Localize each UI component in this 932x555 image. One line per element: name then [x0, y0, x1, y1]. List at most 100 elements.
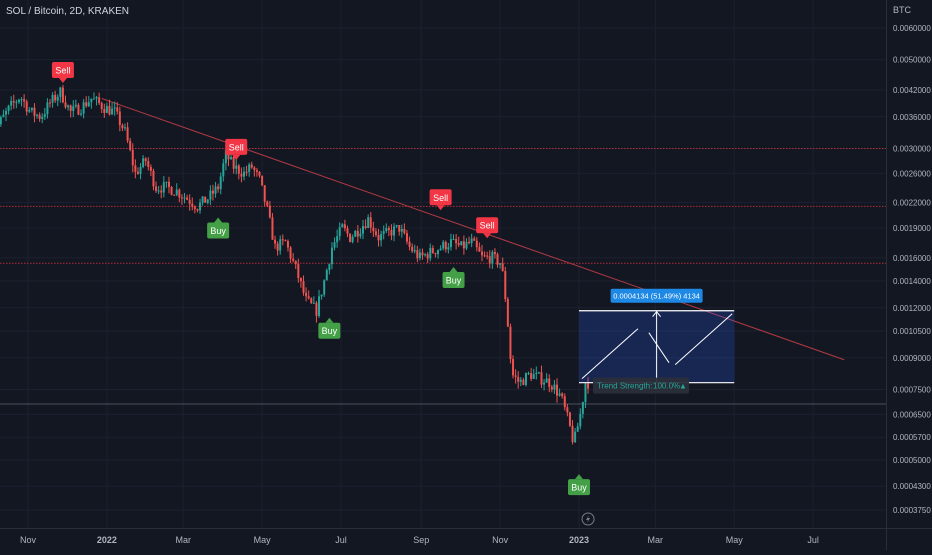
sell-signal-pointer [483, 233, 492, 239]
candle-body [64, 102, 67, 108]
candle-body [361, 226, 364, 234]
candle-body [82, 102, 85, 114]
price-axis-tick-label: 0.0004300 [893, 482, 931, 491]
candle-body [351, 236, 354, 242]
candle-body [271, 217, 274, 240]
buy-signal[interactable]: Buy [442, 266, 465, 288]
candle-body [556, 384, 559, 396]
buy-signal[interactable]: Buy [318, 317, 341, 339]
candle-body [67, 105, 70, 108]
price-axis-tick-label: 0.0005700 [893, 433, 931, 442]
buy-signal-badge [207, 222, 230, 239]
lightning-icon[interactable] [581, 512, 595, 526]
candle-body [25, 101, 28, 112]
buy-signal[interactable]: Buy [207, 217, 230, 239]
buy-signal-badge [568, 479, 590, 496]
candle-body [486, 255, 489, 257]
candle-body [266, 201, 269, 206]
candle-body [294, 260, 297, 265]
time-axis[interactable]: Nov 2022 Mar May Jul Sep Nov 2023 Mar May Jul [20, 535, 819, 545]
price-axis-tick-label: 0.0007500 [893, 386, 931, 395]
measure-tool[interactable]: 0.0004134 (51.49%) 4134 [579, 288, 735, 384]
candle-body [509, 326, 512, 360]
candle-body [512, 359, 515, 376]
candle-body [219, 176, 222, 190]
candle-body [504, 271, 507, 300]
buy-signal[interactable]: Buy [568, 474, 590, 496]
candle-body [258, 171, 261, 176]
buy-signal-label: Buy [322, 326, 338, 336]
candle-body [126, 127, 129, 141]
sell-signal[interactable]: Sell [429, 189, 452, 211]
candle-body [302, 281, 305, 293]
candle-body [167, 181, 170, 187]
time-axis-tick-label: May [726, 535, 744, 545]
sell-signal-badge [51, 62, 74, 79]
candle-body [165, 181, 168, 183]
candle-body [393, 226, 396, 236]
candle-body [2, 114, 5, 118]
candle-body [20, 99, 23, 101]
candle-body [545, 378, 548, 383]
time-axis-tick-label: Sep [413, 535, 429, 545]
candle-body [537, 372, 540, 374]
candle-body [457, 243, 460, 246]
candle-body [444, 241, 447, 250]
candle-body [5, 110, 8, 115]
candle-body [175, 189, 178, 195]
price-axis[interactable]: 0.0060000 0.0050000 0.0042000 0.0036000 0.00… [893, 24, 931, 515]
candle-body [224, 149, 227, 164]
candle-body [426, 254, 429, 259]
candle-body [455, 239, 458, 244]
candle-body [522, 379, 525, 385]
candle-body [499, 263, 502, 265]
candle-body [136, 171, 139, 174]
candle-body [338, 227, 341, 237]
candle-body [550, 386, 553, 390]
candle-body [532, 374, 535, 379]
measure-label-bg [610, 288, 703, 303]
candle-body [100, 103, 103, 110]
candle-body [460, 241, 463, 246]
candle-body [248, 164, 251, 172]
candle-body [442, 241, 445, 249]
candle-body [535, 372, 538, 375]
candle-body [524, 373, 527, 385]
candle-body [462, 241, 465, 249]
candle-body [69, 105, 72, 111]
candle-body [201, 196, 204, 203]
price-axis-tick-label: 0.0014000 [893, 277, 931, 286]
candle-body [95, 97, 98, 99]
sell-signal-pointer [58, 78, 67, 84]
candle-body [408, 241, 411, 247]
candle-body [111, 108, 114, 115]
candle-body [162, 182, 165, 193]
candle-body [274, 239, 277, 244]
sell-signal[interactable]: Sell [51, 62, 74, 84]
candle-body [320, 294, 323, 297]
candle-body [276, 243, 279, 251]
candle-body [289, 247, 292, 259]
time-axis-tick-label: Jul [335, 535, 347, 545]
candle-body [349, 233, 352, 242]
candle-body [98, 97, 101, 104]
sell-signal[interactable]: Sell [225, 138, 248, 160]
candle-body [346, 228, 349, 234]
candle-body [359, 233, 362, 237]
candle-body [255, 170, 258, 172]
signals: Sell Sell Sell Sell Buy Buy Buy Buy [51, 62, 590, 496]
buy-signal-badge [318, 322, 341, 339]
price-axis-tick-label: 0.0003750 [893, 506, 931, 515]
candle-body [483, 255, 486, 257]
candle-body [279, 239, 282, 251]
candle-body [118, 111, 121, 126]
price-axis-tick-label: 0.0006500 [893, 410, 931, 419]
candle-body [395, 225, 398, 227]
candle-body [527, 373, 530, 375]
measure-arrow-head [652, 310, 661, 318]
candle-body [253, 167, 256, 171]
sell-signal[interactable]: Sell [476, 217, 499, 239]
price-axis-tick-label: 0.0010500 [893, 327, 931, 336]
